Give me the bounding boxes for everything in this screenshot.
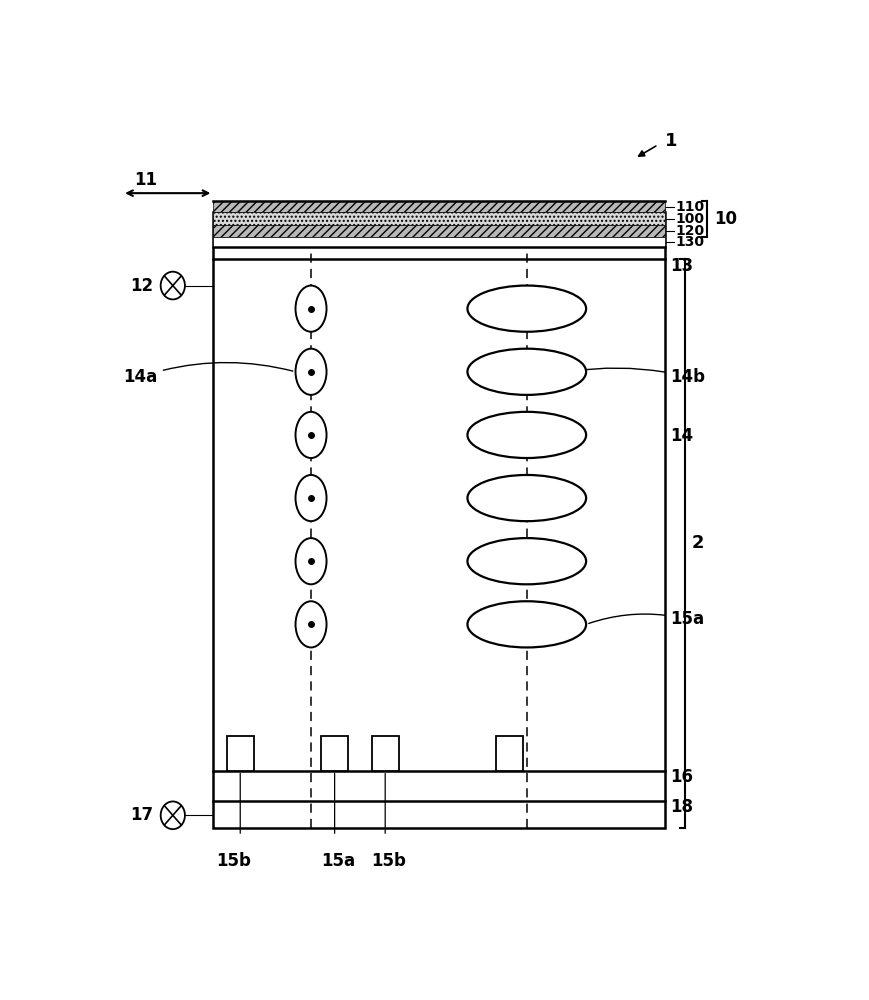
- Ellipse shape: [467, 286, 586, 332]
- Ellipse shape: [467, 601, 586, 647]
- Bar: [213, 237, 664, 247]
- Text: 16: 16: [670, 768, 693, 786]
- Text: 120: 120: [674, 224, 703, 238]
- Bar: [213, 201, 664, 212]
- Text: 15a: 15a: [321, 852, 355, 869]
- Text: 2: 2: [691, 534, 704, 552]
- Bar: [227, 736, 254, 771]
- Text: 130: 130: [674, 235, 703, 249]
- Ellipse shape: [295, 412, 326, 458]
- Bar: [213, 225, 664, 237]
- Text: 1: 1: [664, 132, 677, 150]
- Ellipse shape: [467, 538, 586, 584]
- Ellipse shape: [467, 349, 586, 395]
- Text: 100: 100: [674, 212, 703, 226]
- Ellipse shape: [295, 475, 326, 521]
- Text: 10: 10: [713, 210, 736, 228]
- Text: 11: 11: [134, 171, 157, 189]
- Text: 15b: 15b: [371, 852, 406, 869]
- Text: 14b: 14b: [570, 368, 705, 386]
- Ellipse shape: [295, 286, 326, 332]
- Ellipse shape: [295, 349, 326, 395]
- Text: 13: 13: [670, 257, 693, 275]
- Text: 17: 17: [130, 806, 153, 824]
- Text: 15a: 15a: [588, 610, 704, 628]
- Text: 15b: 15b: [216, 852, 250, 869]
- Bar: [213, 212, 664, 225]
- Text: 110: 110: [674, 200, 703, 214]
- Ellipse shape: [467, 412, 586, 458]
- Text: 18: 18: [670, 798, 693, 816]
- Ellipse shape: [295, 538, 326, 584]
- Ellipse shape: [295, 601, 326, 647]
- Ellipse shape: [467, 475, 586, 521]
- Text: 14: 14: [670, 427, 693, 445]
- Bar: [496, 736, 523, 771]
- Bar: [321, 736, 348, 771]
- Text: 14a: 14a: [123, 363, 293, 386]
- Bar: [371, 736, 398, 771]
- Text: 12: 12: [130, 277, 153, 295]
- Bar: [213, 212, 664, 828]
